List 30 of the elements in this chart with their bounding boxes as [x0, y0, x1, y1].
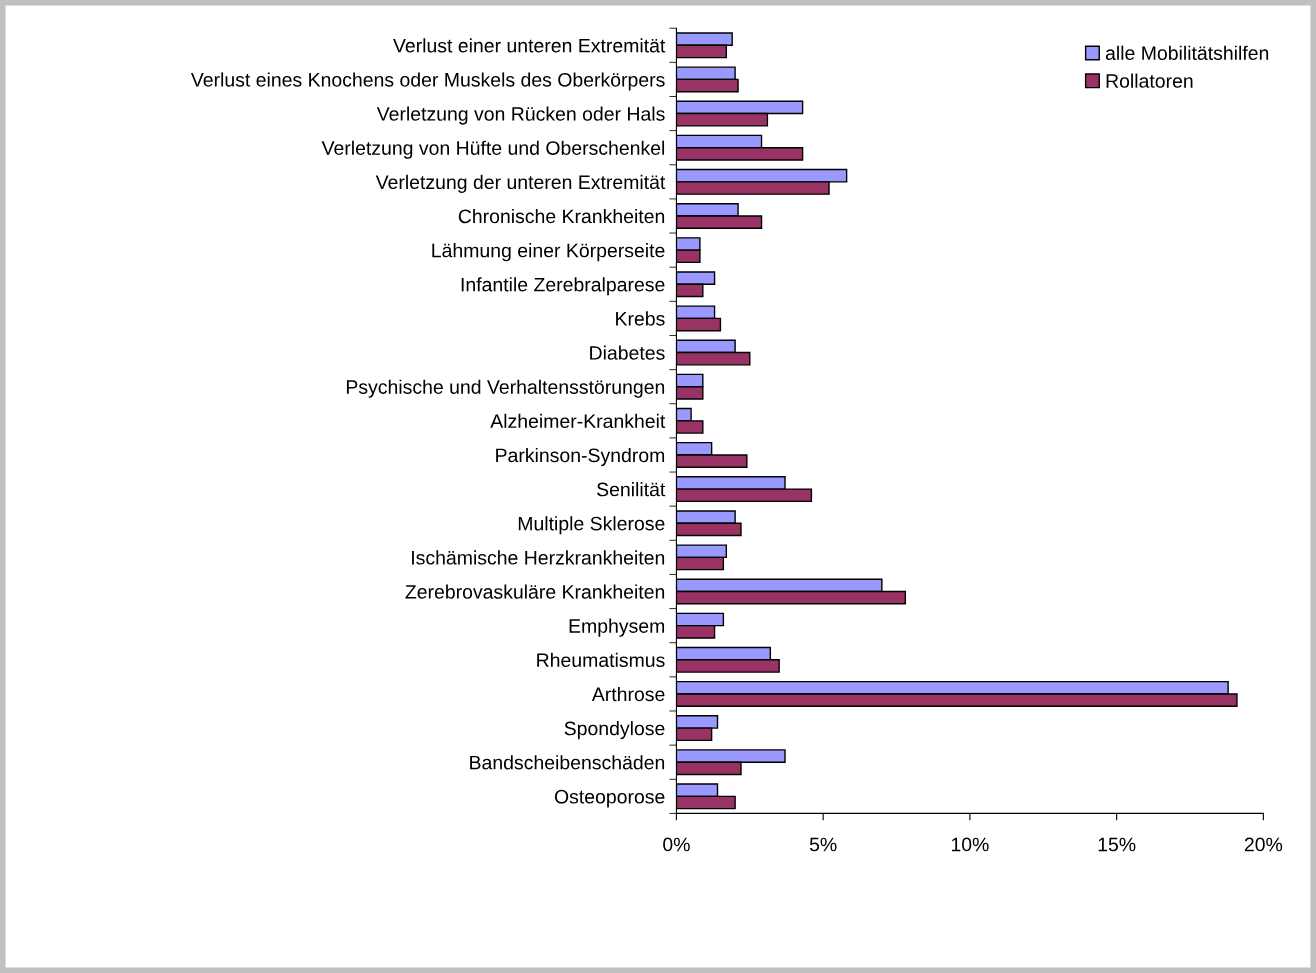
- y-tick-label: Lähmung einer Körperseite: [432, 243, 665, 262]
- y-tick-label: Diabetes: [590, 345, 665, 360]
- y-tick-label: Emphysem: [569, 618, 665, 637]
- y-tick-label: Zerebrovaskuläre Krankheiten: [405, 584, 665, 599]
- legend-label: Rollatoren: [1106, 73, 1193, 88]
- x-tick-label: 0%: [663, 837, 690, 852]
- x-tick-label: 15%: [1098, 837, 1136, 852]
- y-tick-label: Alzheimer-Krankheit: [490, 413, 666, 429]
- y-tick-label: Osteoporose: [554, 789, 665, 808]
- legend-label: alle Mobilitätshilfen: [1105, 45, 1269, 60]
- y-tick-label: Verletzung von Hüfte und Oberschenkel: [321, 140, 665, 159]
- y-tick-label: Verletzung von Rücken oder Hals: [376, 106, 665, 125]
- y-tick-label: Arthrose: [591, 686, 665, 702]
- x-tick-label: 10%: [951, 837, 989, 852]
- y-tick-label: Rheumatismus: [537, 652, 665, 668]
- y-tick-label: Infantile Zerebralparese: [461, 277, 665, 296]
- y-tick-label: Psychische und Verhaltensstörungen: [346, 379, 665, 398]
- y-tick-label: Verlust einer unteren Extremität: [393, 38, 666, 53]
- y-tick-label: Multiple Sklerose: [518, 516, 665, 535]
- x-tick-label: 20%: [1244, 837, 1283, 852]
- y-tick-label: Parkinson-Syndrom: [496, 447, 665, 467]
- y-tick-label: Senilität: [597, 482, 666, 497]
- y-tick-label: Krebs: [616, 311, 665, 326]
- y-tick-label: Chronische Krankheiten: [458, 208, 665, 224]
- y-tick-label: Bandscheibenschäden: [470, 755, 665, 770]
- y-tick-label: Verletzung der unteren Extremität: [375, 174, 666, 193]
- x-tick-label: 5%: [809, 837, 837, 852]
- y-tick-label: Spondylose: [564, 721, 665, 740]
- y-tick-label: Verlust eines Knochens oder Muskels des Oberkörpers: [190, 72, 665, 91]
- y-tick-label: Ischämische Herzkrankheiten: [412, 550, 665, 565]
